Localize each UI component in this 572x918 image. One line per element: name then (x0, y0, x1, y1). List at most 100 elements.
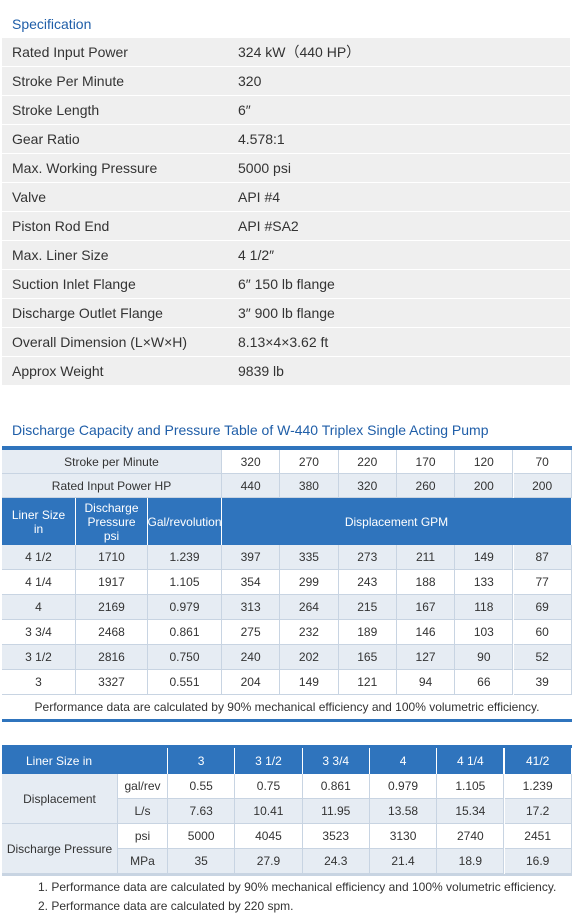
column-header: Gal/revolution (147, 498, 222, 545)
cell: 232 (280, 620, 339, 645)
header-line: psi (103, 528, 120, 543)
unit: psi (118, 824, 168, 849)
spec-label: Gear Ratio (12, 131, 80, 147)
cell: 103 (455, 620, 514, 645)
cell: 21.4 (369, 849, 438, 874)
spec-label: Stroke Per Minute (12, 73, 125, 89)
cell: 0.861 (302, 774, 370, 799)
unit: gal/rev (118, 774, 168, 799)
cell: 35 (168, 849, 236, 874)
cell: 0.551 (148, 670, 222, 695)
cell: 2468 (76, 620, 148, 645)
cell: 260 (396, 474, 456, 498)
cell: 149 (280, 670, 339, 695)
spec-label: Suction Inlet Flange (12, 276, 136, 292)
spec-row (2, 299, 570, 327)
spec-row (2, 96, 570, 124)
cell: 320 (338, 474, 397, 498)
cell: 188 (396, 570, 456, 595)
spec-label: Stroke Length (12, 102, 100, 118)
spec-label: Max. Liner Size (12, 247, 109, 263)
spec-row (2, 67, 570, 95)
cell: 313 (222, 595, 281, 620)
cell: 60 (513, 620, 572, 645)
cell: 0.75 (235, 774, 303, 799)
column-header: 3 (168, 748, 236, 774)
cell: 120 (455, 450, 514, 474)
cell: 1.239 (504, 774, 572, 799)
cell: 3130 (369, 824, 438, 849)
column-header: Liner Size in (2, 748, 168, 774)
column-header: 3 1/2 (235, 748, 303, 774)
cell: 1.105 (437, 774, 505, 799)
header-line: in (33, 521, 44, 536)
cell: 69 (513, 595, 572, 620)
cell: 24.3 (302, 849, 370, 874)
cell: 2816 (76, 645, 148, 670)
group-label: Discharge Pressure (2, 824, 118, 874)
cell: 66 (455, 670, 514, 695)
cell: 13.58 (369, 799, 438, 824)
cell: 211 (396, 545, 456, 570)
cell: 0.55 (168, 774, 236, 799)
note: 1. Performance data are calculated by 90… (38, 880, 557, 894)
spec-row (2, 154, 570, 182)
cell: 133 (455, 570, 514, 595)
row-label: Stroke per Minute (2, 450, 222, 474)
column-header: 4 (369, 748, 438, 774)
spec-row (2, 183, 570, 211)
rule (2, 745, 572, 748)
cell: 380 (280, 474, 339, 498)
spec-row (2, 328, 570, 356)
spec-label: Piston Rod End (12, 218, 110, 234)
column-header: Discharge Pressure psi (76, 498, 148, 545)
cell: 70 (513, 450, 572, 474)
section-title: Discharge Capacity and Pressure Table of… (12, 422, 489, 438)
unit: L/s (118, 799, 168, 824)
spec-label: Max. Working Pressure (12, 160, 158, 176)
cell: 146 (396, 620, 456, 645)
spec-row (2, 212, 570, 240)
cell: 4 1/2 (2, 545, 76, 570)
cell: 189 (338, 620, 397, 645)
cell: 4045 (235, 824, 303, 849)
cell: 273 (338, 545, 397, 570)
cell: 320 (222, 450, 281, 474)
cell: 3523 (302, 824, 370, 849)
column-header: 3 3/4 (302, 748, 370, 774)
cell: 7.63 (168, 799, 236, 824)
cell: 16.9 (504, 849, 572, 874)
spec-value: 3″ 900 lb flange (238, 305, 335, 321)
cell: 2740 (437, 824, 505, 849)
spec-value: 6″ 150 lb flange (238, 276, 335, 292)
note: 2. Performance data are calculated by 22… (38, 899, 294, 913)
cell: 335 (280, 545, 339, 570)
cell: 118 (455, 595, 514, 620)
cell: 215 (338, 595, 397, 620)
cell: 0.861 (148, 620, 222, 645)
cell: 0.750 (148, 645, 222, 670)
cell: 440 (222, 474, 281, 498)
spec-row (2, 241, 570, 269)
spec-label: Valve (12, 189, 46, 205)
cell: 18.9 (437, 849, 505, 874)
spec-row (2, 125, 570, 153)
cell: 4 (2, 595, 76, 620)
spec-value: 320 (238, 73, 262, 89)
cell: 200 (455, 474, 514, 498)
unit: MPa (118, 849, 168, 874)
group-label: Displacement (2, 774, 118, 824)
cell: 0.979 (148, 595, 222, 620)
cell: 200 (513, 474, 572, 498)
cell: 4 1/4 (2, 570, 76, 595)
cell: 270 (280, 450, 339, 474)
spec-value: 8.13×4×3.62 ft (238, 334, 329, 350)
spec-value: 324 kW（440 HP） (238, 44, 361, 60)
spec-label: Approx Weight (12, 363, 104, 379)
column-header: Liner Size in (2, 498, 76, 545)
cell: 11.95 (302, 799, 370, 824)
header-line: Discharge (84, 500, 139, 515)
spec-label: Discharge Outlet Flange (12, 305, 163, 321)
note: Performance data are calculated by 90% m… (34, 700, 540, 714)
